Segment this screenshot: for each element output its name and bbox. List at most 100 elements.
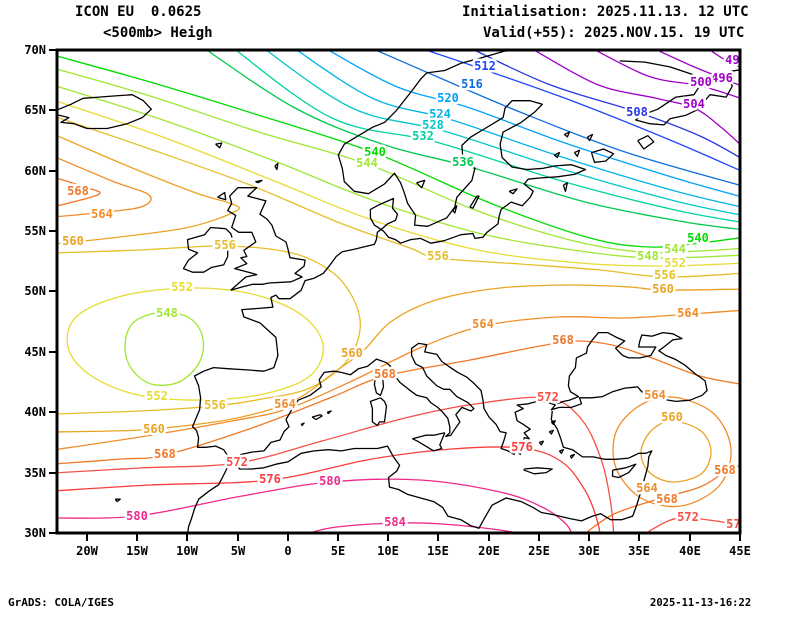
- contour-label-552: 552: [664, 256, 686, 270]
- contour-label-548: 548: [156, 306, 178, 320]
- coastlines-layer: [57, 50, 740, 533]
- init-time-label: Initialisation: 2025.11.13. 12 UTC: [462, 4, 749, 20]
- contour-536: [205, 50, 740, 230]
- contour-label-576: 576: [511, 440, 533, 454]
- contour-label-568: 568: [714, 463, 736, 477]
- lon-tick-label: 15E: [427, 544, 449, 558]
- contour-492: [709, 50, 740, 68]
- lon-tick-label: 10E: [377, 544, 399, 558]
- contour-label-572: 572: [226, 455, 248, 469]
- coastline: [114, 498, 121, 503]
- contour-552: [57, 100, 740, 267]
- contour-label-568: 568: [552, 333, 574, 347]
- contour-564: [57, 309, 740, 451]
- contour-label-560: 560: [143, 422, 165, 436]
- contour-label-548: 548: [637, 249, 659, 263]
- contour-label-564: 564: [636, 481, 658, 495]
- coastline: [558, 449, 565, 454]
- contour-568: [57, 340, 740, 465]
- contour-label-556: 556: [654, 268, 676, 282]
- contour-520: [327, 50, 740, 198]
- contour-label-564: 564: [677, 306, 699, 320]
- contour-label-544: 544: [664, 242, 686, 256]
- contour-label-504: 504: [683, 97, 705, 111]
- coastline: [550, 420, 556, 425]
- coastline: [586, 133, 594, 142]
- lat-tick-label: 45N: [24, 345, 46, 359]
- contour-532: [234, 50, 740, 223]
- contour-label-528: 528: [422, 118, 444, 132]
- lon-tick-label: 5W: [231, 544, 246, 558]
- contour-label-524: 524: [429, 107, 451, 121]
- coastline: [508, 188, 518, 195]
- contour-568: [57, 177, 101, 207]
- contour-544: [57, 68, 740, 254]
- contour-500: [593, 50, 740, 99]
- coastline: [562, 182, 569, 192]
- contour-564: [57, 156, 152, 218]
- contour-label-544: 544: [356, 156, 378, 170]
- contour-label-580: 580: [319, 474, 341, 488]
- contour-label-580: 580: [126, 509, 148, 523]
- coastline: [573, 149, 581, 157]
- creation-timestamp: 2025-11-13-16:22: [650, 597, 752, 609]
- lon-tick-label: 10W: [176, 544, 198, 558]
- contour-label-540: 540: [687, 231, 709, 245]
- contour-label-552: 552: [171, 280, 193, 294]
- contour-label-560: 560: [341, 346, 363, 360]
- coastline: [538, 440, 544, 446]
- contour-528: [265, 50, 740, 216]
- contour-label-576: 576: [259, 472, 281, 486]
- contour-564: [612, 396, 732, 508]
- contour-496: [655, 50, 740, 87]
- contour-label-584: 584: [384, 515, 406, 529]
- contour-540: [57, 55, 740, 248]
- coastline: [411, 432, 446, 452]
- contour-560: [640, 420, 712, 483]
- contour-label-572: 572: [726, 517, 748, 531]
- lat-tick-label: 65N: [24, 103, 46, 117]
- contour-label-560: 560: [652, 282, 674, 296]
- contour-556: [57, 245, 361, 415]
- contour-label-568: 568: [656, 492, 678, 506]
- coastline: [590, 148, 615, 163]
- coastline: [563, 131, 571, 138]
- coastline: [182, 226, 234, 273]
- level-title: <500mb> Heigh: [103, 25, 213, 41]
- contour-label-560: 560: [661, 410, 683, 424]
- coastline: [373, 375, 385, 396]
- lat-tick-label: 35N: [24, 466, 46, 480]
- coastline: [569, 453, 576, 459]
- contour-508: [472, 50, 740, 159]
- contour-572: [644, 517, 740, 533]
- contour-label-560: 560: [62, 234, 84, 248]
- lat-tick-label: 40N: [24, 405, 46, 419]
- coastline: [227, 187, 306, 291]
- contour-584: [307, 522, 521, 533]
- coastline: [300, 422, 305, 427]
- coastline: [548, 429, 554, 435]
- contour-556: [57, 116, 740, 278]
- lon-tick-label: 45E: [729, 544, 751, 558]
- contour-label-568: 568: [154, 447, 176, 461]
- coastline: [255, 179, 263, 184]
- contour-label-552: 552: [146, 389, 168, 403]
- contour-label-564: 564: [472, 317, 494, 331]
- lon-tick-label: 35E: [628, 544, 650, 558]
- contour-568: [584, 464, 740, 533]
- coastline: [274, 162, 279, 171]
- coastline: [57, 94, 152, 130]
- lat-tick-label: 55N: [24, 224, 46, 238]
- contour-label-556: 556: [214, 238, 236, 252]
- lon-tick-label: 25E: [528, 544, 550, 558]
- contour-label-532: 532: [412, 129, 434, 143]
- coastline: [215, 142, 223, 149]
- contour-label-496: 496: [711, 71, 733, 85]
- coastline: [326, 410, 332, 415]
- contour-label-564: 564: [274, 397, 296, 411]
- contour-label-556: 556: [204, 398, 226, 412]
- contour-548: [57, 85, 740, 259]
- contour-label-556: 556: [427, 249, 449, 263]
- grads-credit: GrADS: COLA/IGES: [8, 596, 114, 609]
